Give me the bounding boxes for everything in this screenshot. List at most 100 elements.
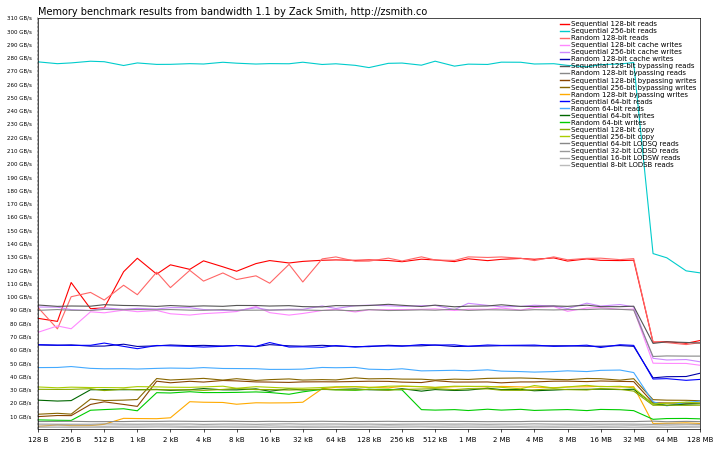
- Sequential 128-bit reads: [233, 269, 241, 274]
- Sequential 64-bit writes: [596, 387, 605, 392]
- Sequential 256-bit reads: [86, 58, 95, 64]
- Sequential 128-bit copy: [331, 387, 340, 392]
- Sequential 128-bit bypassing reads: [530, 304, 539, 309]
- Sequential 128-bit reads: [252, 261, 261, 266]
- Random 128-bit bypassing reads: [483, 307, 492, 312]
- Sequential 16-bit LODSW reads: [549, 423, 558, 429]
- Sequential 128-bit copy: [34, 387, 42, 392]
- Sequential 64-bit writes: [86, 387, 95, 392]
- Sequential 256-bit copy: [299, 386, 307, 391]
- Sequential 256-bit reads: [464, 62, 472, 67]
- Random 128-bit bypassing reads: [233, 307, 241, 313]
- Sequential 64-bit LODSQ reads: [67, 418, 76, 424]
- Sequential 64-bit writes: [582, 387, 591, 392]
- Random 128-bit reads: [563, 257, 572, 262]
- Line: Sequential 128-bit reads: Sequential 128-bit reads: [38, 258, 700, 343]
- Sequential 128-bit reads: [450, 259, 459, 264]
- Sequential 256-bit cache writes: [284, 306, 293, 312]
- Sequential 256-bit cache writes: [662, 357, 671, 363]
- Sequential 8-bit LODSB reads: [199, 425, 208, 430]
- Random 64-bit reads: [186, 366, 194, 371]
- Random 128-bit bypassing writes: [318, 386, 326, 391]
- Random 128-bit bypassing reads: [582, 307, 591, 312]
- Sequential 256-bit copy: [397, 383, 406, 389]
- Random 64-bit reads: [696, 399, 704, 404]
- Sequential 128-bit cache writes: [596, 305, 605, 310]
- Sequential 128-bit bypassing reads: [233, 303, 241, 308]
- Sequential 256-bit copy: [166, 384, 175, 390]
- Random 128-bit cache writes: [34, 342, 42, 348]
- Sequential 64-bit LODSQ reads: [318, 418, 326, 424]
- Random 128-bit bypassing writes: [34, 424, 42, 429]
- Sequential 64-bit LODSQ reads: [53, 418, 62, 424]
- Random 128-bit bypassing reads: [384, 308, 392, 313]
- Sequential 128-bit bypassing reads: [284, 303, 293, 308]
- Sequential 128-bit bypassing writes: [34, 414, 42, 419]
- Random 64-bit writes: [199, 390, 208, 395]
- Random 128-bit bypassing writes: [530, 384, 539, 390]
- Sequential 128-bit copy: [133, 387, 142, 392]
- Random 128-bit bypassing writes: [133, 416, 142, 421]
- Sequential 64-bit writes: [616, 387, 624, 392]
- Random 128-bit cache writes: [662, 374, 671, 379]
- Sequential 16-bit LODSW reads: [120, 423, 128, 429]
- Sequential 8-bit LODSB reads: [464, 425, 472, 430]
- Sequential 64-bit writes: [219, 387, 228, 392]
- Sequential 64-bit writes: [252, 386, 261, 391]
- Random 128-bit cache writes: [397, 343, 406, 349]
- Sequential 128-bit cache writes: [331, 306, 340, 312]
- Sequential 128-bit bypassing reads: [431, 302, 439, 308]
- Random 128-bit reads: [299, 279, 307, 285]
- Sequential 64-bit reads: [516, 342, 525, 348]
- Sequential 256-bit reads: [199, 61, 208, 67]
- Random 128-bit bypassing writes: [199, 400, 208, 405]
- Random 128-bit bypassing writes: [397, 384, 406, 389]
- Random 128-bit bypassing reads: [649, 354, 657, 359]
- Sequential 128-bit cache writes: [464, 306, 472, 312]
- Sequential 128-bit reads: [596, 258, 605, 263]
- Sequential 64-bit writes: [299, 387, 307, 393]
- Sequential 128-bit reads: [629, 257, 638, 263]
- Sequential 128-bit copy: [549, 386, 558, 391]
- Sequential 128-bit copy: [67, 387, 76, 392]
- Random 64-bit writes: [252, 389, 261, 395]
- Sequential 256-bit cache writes: [431, 303, 439, 308]
- Sequential 256-bit cache writes: [497, 304, 505, 310]
- Sequential 256-bit bypassing writes: [186, 376, 194, 382]
- Sequential 32-bit LODSD reads: [86, 422, 95, 427]
- Random 64-bit writes: [364, 387, 373, 392]
- Sequential 128-bit copy: [233, 386, 241, 391]
- Sequential 64-bit reads: [67, 343, 76, 348]
- Sequential 256-bit copy: [318, 385, 326, 390]
- Sequential 64-bit LODSQ reads: [252, 419, 261, 424]
- Sequential 16-bit LODSW reads: [318, 423, 326, 429]
- Random 64-bit writes: [616, 407, 624, 413]
- Sequential 256-bit reads: [596, 62, 605, 68]
- Sequential 256-bit reads: [563, 63, 572, 68]
- Random 128-bit cache writes: [431, 342, 439, 348]
- Sequential 64-bit writes: [483, 386, 492, 391]
- Sequential 64-bit LODSQ reads: [450, 418, 459, 424]
- Sequential 128-bit cache writes: [431, 306, 439, 311]
- Sequential 8-bit LODSB reads: [497, 425, 505, 430]
- Random 64-bit writes: [696, 416, 704, 422]
- Sequential 64-bit writes: [186, 387, 194, 392]
- Sequential 8-bit LODSB reads: [397, 425, 406, 430]
- Sequential 256-bit cache writes: [549, 303, 558, 309]
- Random 64-bit writes: [133, 408, 142, 414]
- Sequential 128-bit copy: [364, 387, 373, 392]
- Line: Sequential 256-bit cache writes: Sequential 256-bit cache writes: [38, 303, 700, 362]
- Sequential 32-bit LODSD reads: [616, 421, 624, 427]
- Sequential 256-bit copy: [516, 386, 525, 391]
- Sequential 128-bit reads: [67, 280, 76, 285]
- Random 128-bit bypassing writes: [186, 399, 194, 405]
- Sequential 128-bit bypassing writes: [662, 400, 671, 406]
- Random 64-bit writes: [53, 418, 62, 423]
- Sequential 8-bit LODSB reads: [516, 425, 525, 430]
- Sequential 128-bit cache writes: [497, 305, 505, 310]
- Line: Sequential 256-bit reads: Sequential 256-bit reads: [38, 61, 700, 273]
- Sequential 128-bit copy: [516, 388, 525, 393]
- Random 128-bit cache writes: [186, 343, 194, 348]
- Sequential 128-bit cache writes: [266, 310, 274, 315]
- Sequential 64-bit writes: [233, 387, 241, 392]
